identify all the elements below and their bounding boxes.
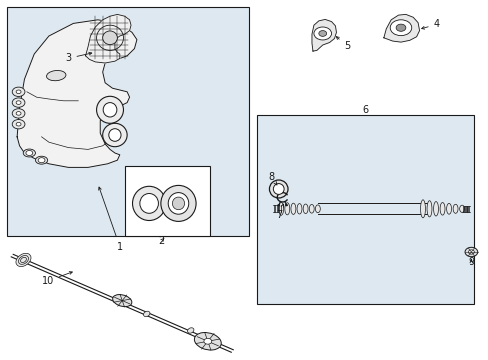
Ellipse shape xyxy=(96,96,123,123)
Ellipse shape xyxy=(23,149,35,157)
Ellipse shape xyxy=(297,204,302,214)
Ellipse shape xyxy=(172,197,184,210)
Ellipse shape xyxy=(278,202,283,215)
Text: 9: 9 xyxy=(468,257,473,267)
Circle shape xyxy=(277,204,280,206)
Ellipse shape xyxy=(187,328,194,333)
Polygon shape xyxy=(383,14,419,42)
Ellipse shape xyxy=(420,200,425,218)
Circle shape xyxy=(468,250,473,254)
Ellipse shape xyxy=(108,129,121,141)
Circle shape xyxy=(464,247,477,257)
Ellipse shape xyxy=(19,256,28,264)
Ellipse shape xyxy=(439,202,444,215)
Ellipse shape xyxy=(459,205,464,212)
Circle shape xyxy=(395,24,405,31)
Ellipse shape xyxy=(168,193,188,214)
Text: 10: 10 xyxy=(41,272,72,286)
Ellipse shape xyxy=(303,204,307,213)
Circle shape xyxy=(389,20,411,36)
Ellipse shape xyxy=(16,253,31,266)
Ellipse shape xyxy=(36,156,48,164)
Ellipse shape xyxy=(102,123,127,147)
Text: 1: 1 xyxy=(99,187,122,252)
Text: 8: 8 xyxy=(268,172,276,185)
Ellipse shape xyxy=(446,203,450,214)
Circle shape xyxy=(12,109,25,118)
Bar xyxy=(7,7,249,236)
Circle shape xyxy=(38,158,45,163)
Ellipse shape xyxy=(140,194,158,213)
Circle shape xyxy=(313,27,331,40)
Text: 4: 4 xyxy=(421,19,439,30)
Ellipse shape xyxy=(103,103,117,117)
Ellipse shape xyxy=(426,201,431,217)
Circle shape xyxy=(12,120,25,129)
Ellipse shape xyxy=(273,184,284,194)
Text: 6: 6 xyxy=(362,105,368,115)
Circle shape xyxy=(285,204,287,206)
Text: 3: 3 xyxy=(65,52,92,63)
Polygon shape xyxy=(311,19,336,51)
Text: 5: 5 xyxy=(336,37,349,51)
Ellipse shape xyxy=(284,203,289,215)
Bar xyxy=(124,166,210,236)
Circle shape xyxy=(26,150,33,156)
Ellipse shape xyxy=(290,203,295,215)
Ellipse shape xyxy=(143,311,150,317)
Text: 7: 7 xyxy=(276,204,283,220)
Circle shape xyxy=(12,87,25,96)
Circle shape xyxy=(203,338,211,344)
Circle shape xyxy=(12,98,25,107)
Ellipse shape xyxy=(308,204,313,213)
Ellipse shape xyxy=(161,185,196,221)
Polygon shape xyxy=(17,20,137,167)
Ellipse shape xyxy=(452,204,457,213)
Circle shape xyxy=(16,90,21,94)
Circle shape xyxy=(16,101,21,104)
Ellipse shape xyxy=(132,186,165,220)
Circle shape xyxy=(16,122,21,126)
Text: 2: 2 xyxy=(158,236,164,246)
Ellipse shape xyxy=(315,205,320,213)
Ellipse shape xyxy=(112,294,132,307)
Ellipse shape xyxy=(102,31,117,45)
Polygon shape xyxy=(85,14,131,63)
Ellipse shape xyxy=(20,257,26,262)
Bar xyxy=(256,115,473,304)
Ellipse shape xyxy=(433,202,438,216)
Ellipse shape xyxy=(46,71,66,81)
Circle shape xyxy=(16,112,21,115)
Circle shape xyxy=(318,31,326,36)
Ellipse shape xyxy=(194,333,221,350)
Ellipse shape xyxy=(269,180,287,198)
